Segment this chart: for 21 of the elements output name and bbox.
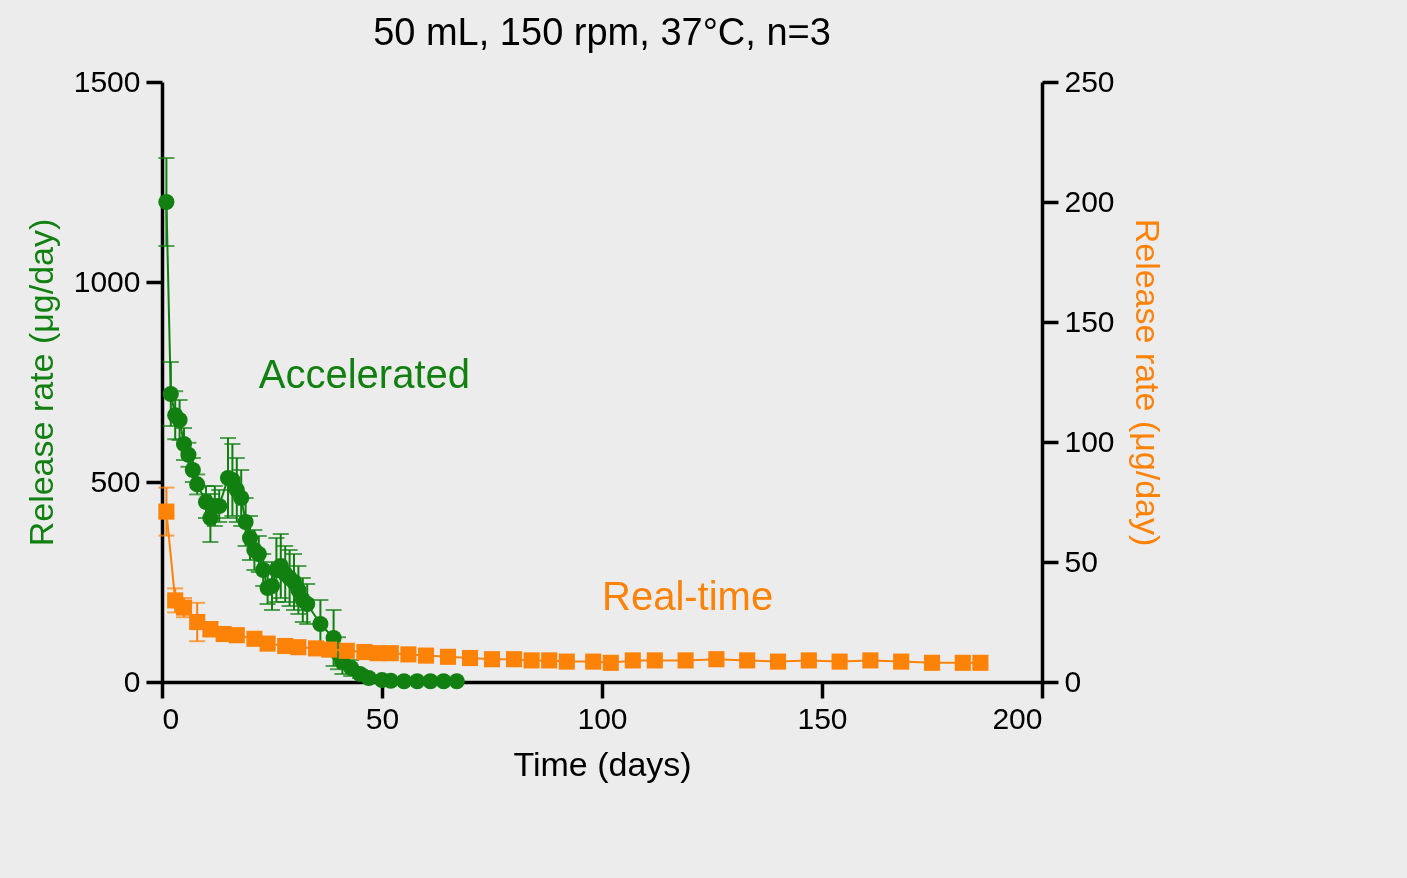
y2-tick-label: 200 <box>1064 184 1115 218</box>
y-tick-label: 500 <box>90 464 141 498</box>
y-tick-label: 0 <box>123 664 141 698</box>
y-axis-title: Release rate (μg/day) <box>21 218 60 547</box>
y2-tick-label: 250 <box>1064 64 1115 98</box>
x-tick-label: 100 <box>577 701 628 735</box>
y2-tick-label: 100 <box>1064 424 1115 458</box>
y2-tick-label: 50 <box>1064 544 1098 578</box>
y-tick-label: 1500 <box>73 64 141 98</box>
x-axis-title: Time (days) <box>513 744 692 783</box>
y2-axis-title: Release rate (μg/day) <box>1128 218 1167 547</box>
chart-title: 50 mL, 150 rpm, 37°C, n=3 <box>373 11 831 53</box>
x-tick-label: 200 <box>992 701 1043 735</box>
series-label: Real-time <box>602 574 774 618</box>
series-label: Accelerated <box>258 352 471 396</box>
y2-tick-label: 0 <box>1064 664 1082 698</box>
y-tick-label: 1000 <box>73 264 141 298</box>
x-tick-label: 0 <box>162 701 180 735</box>
x-tick-label: 150 <box>797 701 848 735</box>
y2-tick-label: 150 <box>1064 304 1115 338</box>
x-tick-label: 50 <box>365 701 400 735</box>
